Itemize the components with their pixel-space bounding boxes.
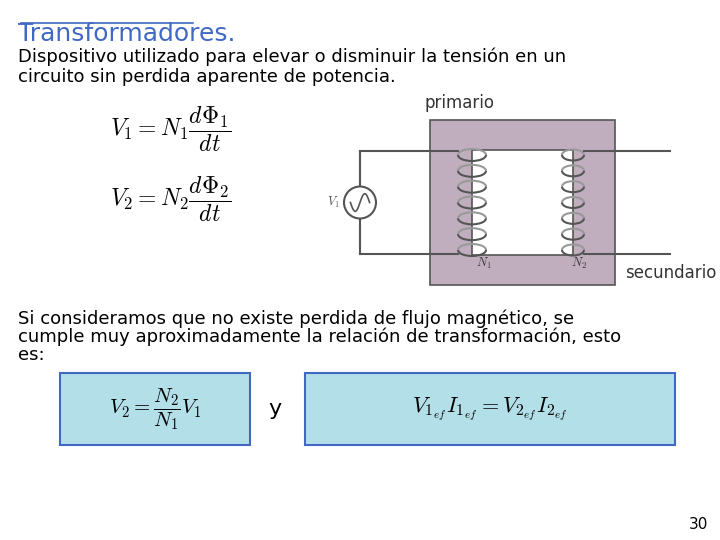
Circle shape [344,186,376,219]
Text: cumple muy aproximadamente la relación de transformación, esto: cumple muy aproximadamente la relación d… [18,328,621,347]
Text: es:: es: [18,346,45,364]
Text: $V_2 = N_2 \dfrac{d\Phi_2}{dt}$: $V_2 = N_2 \dfrac{d\Phi_2}{dt}$ [110,175,231,225]
Text: $V_2 = \dfrac{N_2}{N_1} V_1$: $V_2 = \dfrac{N_2}{N_1} V_1$ [109,386,201,432]
Text: $V_1$: $V_1$ [327,195,340,210]
Text: primario: primario [425,94,495,112]
Bar [472,150,573,255]
Text: 30: 30 [688,517,708,532]
FancyBboxPatch shape [60,373,250,445]
Text: $N_2$: $N_2$ [571,256,587,271]
Bar [430,120,615,285]
Text: secundario: secundario [625,264,716,282]
Text: $N_1$: $N_1$ [476,256,492,271]
Text: circuito sin perdida aparente de potencia.: circuito sin perdida aparente de potenci… [18,68,396,86]
FancyBboxPatch shape [305,373,675,445]
Text: Si consideramos que no existe perdida de flujo magnético, se: Si consideramos que no existe perdida de… [18,310,574,328]
Text: $V_{1_{ef}} I_{1_{ef}} = V_{2_{ef}} I_{2_{ef}}$: $V_{1_{ef}} I_{1_{ef}} = V_{2_{ef}} I_{2… [412,395,568,423]
Text: y: y [269,399,282,419]
Text: $V_1 = N_1 \dfrac{d\Phi_1}{dt}$: $V_1 = N_1 \dfrac{d\Phi_1}{dt}$ [110,105,231,154]
Text: Dispositivo utilizado para elevar o disminuir la tensión en un: Dispositivo utilizado para elevar o dism… [18,48,566,66]
Text: Transformadores.: Transformadores. [18,22,235,46]
